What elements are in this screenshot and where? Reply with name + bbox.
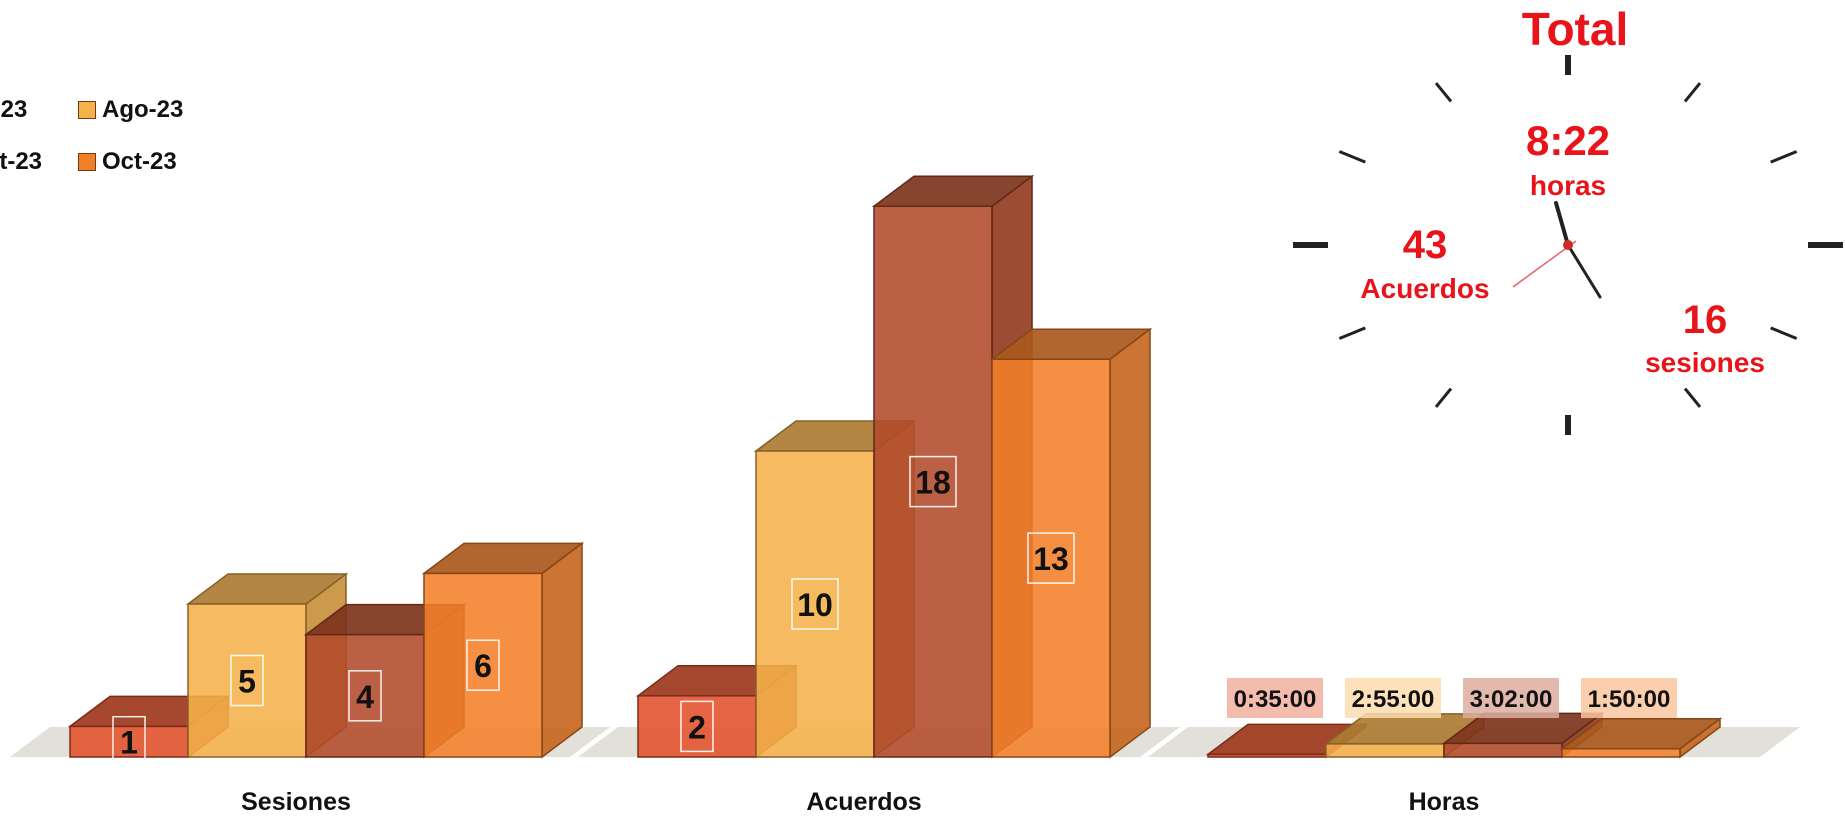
- bar-side: [541, 541, 583, 759]
- bar-front: [1561, 748, 1681, 758]
- data-label: 2: [688, 709, 706, 745]
- bar-side: [1109, 327, 1151, 759]
- legend: l-23 Ago-23 et-23 Oct-23: [0, 96, 220, 186]
- legend-item-oct: Oct-23: [78, 148, 177, 176]
- data-label-box: [680, 700, 714, 753]
- legend-label-jul: l-23: [0, 96, 28, 123]
- clock-hour-hand: [1554, 201, 1570, 247]
- bar-front: [1325, 743, 1445, 758]
- bar-front: [755, 450, 875, 758]
- legend-label-ago: Ago-23: [102, 96, 184, 123]
- legend-item-sep: et-23: [0, 148, 42, 176]
- clock-tick: [1683, 387, 1702, 408]
- data-label-box: [1227, 678, 1323, 718]
- clock-ticks: [1293, 55, 1843, 435]
- legend-item-ago: Ago-23: [78, 96, 183, 124]
- legend-label-sep: et-23: [0, 148, 43, 175]
- clock-hands: [1512, 201, 1602, 299]
- bar-front: [991, 358, 1111, 758]
- data-label-box: [466, 639, 500, 691]
- data-label: 5: [238, 664, 256, 700]
- data-label: 13: [1033, 541, 1069, 577]
- data-label: 18: [915, 465, 951, 501]
- data-label-box: [1463, 678, 1559, 718]
- data-label-box: [1581, 678, 1677, 718]
- category-label: Acuerdos: [806, 788, 921, 816]
- legend-item-jul: l-23: [0, 96, 27, 124]
- data-label: 4: [356, 679, 374, 715]
- data-label-box: [909, 455, 957, 508]
- bar-front: [423, 572, 543, 758]
- data-label: 6: [474, 648, 492, 684]
- bar: [989, 327, 1153, 759]
- bar: [1559, 717, 1723, 759]
- data-label-box: [348, 670, 382, 722]
- clock-tick: [1434, 387, 1453, 408]
- clock-center-cap: [1563, 240, 1573, 250]
- total-sessions-value: 16: [1683, 298, 1728, 342]
- data-label-box: [1027, 532, 1075, 584]
- data-label: 3:02:00: [1470, 686, 1553, 713]
- bar: [421, 541, 585, 759]
- data-label: 1: [120, 725, 138, 761]
- data-label: 2:55:00: [1352, 686, 1435, 713]
- bar-front: [873, 205, 993, 758]
- legend-label-oct: Oct-23: [102, 148, 177, 175]
- bar-front: [305, 633, 425, 758]
- clock-tick: [1338, 150, 1366, 164]
- clock-tick: [1770, 150, 1798, 164]
- data-label-box: [112, 715, 146, 768]
- labels-layer: 1 2 0:35:00 5 10 2:55:00 4 18 3:02:00 6 13 1:50:00: [112, 455, 1677, 768]
- category-labels: Sesiones Acuerdos Horas: [241, 788, 1479, 816]
- clock-minute-hand: [1566, 243, 1602, 299]
- total-title: Total: [1522, 3, 1628, 55]
- data-label-box: [791, 578, 839, 630]
- bar-front: [1207, 753, 1327, 758]
- legend-swatch-ago: [78, 101, 96, 119]
- total-agreements-label: Acuerdos: [1360, 273, 1489, 304]
- category-label: Sesiones: [241, 788, 351, 816]
- legend-swatch-oct: [78, 153, 96, 171]
- bars-layer: [67, 174, 1723, 759]
- data-label-box: [230, 654, 264, 707]
- data-label: 10: [797, 587, 833, 623]
- bar-front: [69, 725, 189, 758]
- total-hours-label: horas: [1530, 170, 1606, 201]
- clock-tick: [1338, 326, 1366, 340]
- data-label-box: [1345, 678, 1441, 718]
- data-label: 0:35:00: [1234, 686, 1317, 713]
- total-hours-value: 8:22: [1526, 117, 1610, 164]
- bar-front: [187, 603, 307, 758]
- clock-tick: [1434, 82, 1453, 103]
- total-clock: Total 8:22 horas 43 Acuerdos 16 sesiones: [1293, 3, 1843, 435]
- total-sessions-label: sesiones: [1645, 347, 1765, 378]
- data-label: 1:50:00: [1588, 686, 1671, 713]
- clock-tick: [1770, 326, 1798, 340]
- category-label: Horas: [1409, 788, 1480, 816]
- clock-tick: [1683, 82, 1702, 103]
- bar-front: [1443, 742, 1563, 758]
- total-agreements-value: 43: [1403, 223, 1448, 267]
